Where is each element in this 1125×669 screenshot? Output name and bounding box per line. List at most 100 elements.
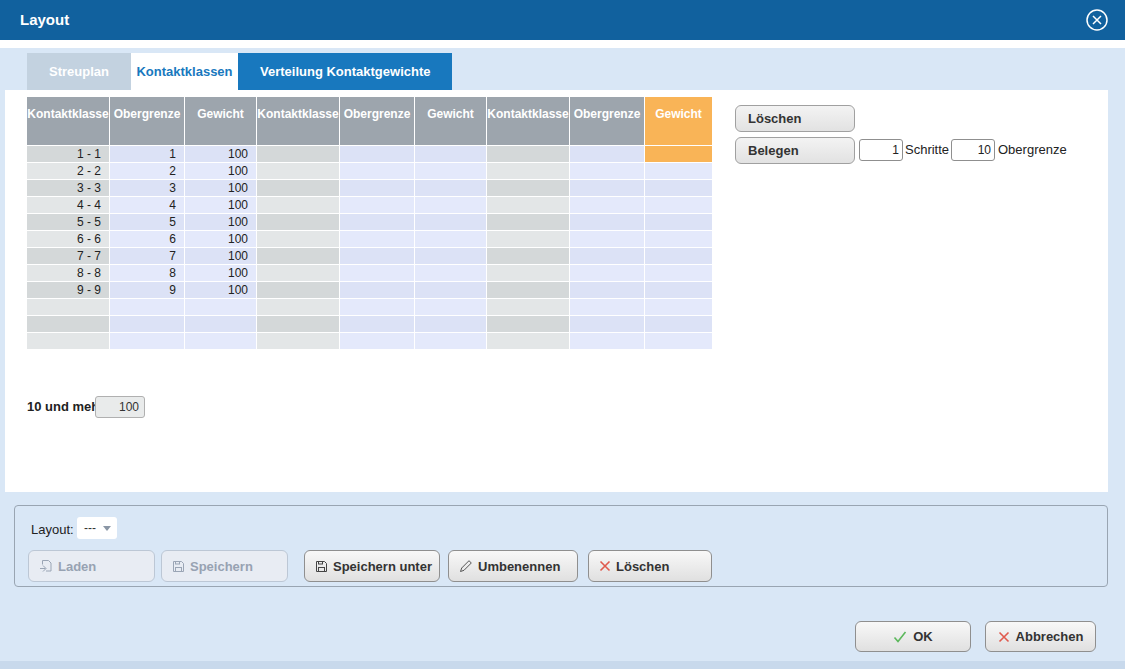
table-cell[interactable] [257,214,339,230]
table-cell[interactable]: 100 [185,214,256,230]
table-cell[interactable] [487,214,569,230]
table-cell[interactable] [185,316,256,332]
table-cell[interactable] [257,197,339,213]
table-cell[interactable] [257,248,339,264]
table-cell[interactable] [645,146,712,162]
speichern-unter-button[interactable]: Speichern unter [304,550,440,582]
table-cell[interactable] [415,265,486,281]
table-cell[interactable] [27,316,109,332]
table-header-cell[interactable]: Gewicht [415,97,486,145]
table-cell[interactable] [340,265,414,281]
table-cell[interactable]: 3 [110,180,184,196]
table-cell[interactable] [487,299,569,315]
table-cell[interactable] [487,180,569,196]
table-cell[interactable] [645,265,712,281]
table-cell[interactable] [645,163,712,179]
table-cell[interactable] [340,316,414,332]
table-cell[interactable]: 3 - 3 [27,180,109,196]
table-cell[interactable]: 100 [185,197,256,213]
table-cell[interactable] [487,146,569,162]
table-cell[interactable]: 4 [110,197,184,213]
table-cell[interactable] [185,333,256,349]
table-cell[interactable] [340,214,414,230]
table-cell[interactable] [185,299,256,315]
table-cell[interactable]: 100 [185,265,256,281]
table-cell[interactable] [110,316,184,332]
table-cell[interactable] [570,265,644,281]
table-cell[interactable] [415,316,486,332]
table-cell[interactable] [415,197,486,213]
table-cell[interactable] [340,248,414,264]
table-cell[interactable] [570,180,644,196]
table-cell[interactable] [257,146,339,162]
table-cell[interactable] [645,333,712,349]
table-cell[interactable] [340,282,414,298]
table-cell[interactable] [27,299,109,315]
table-cell[interactable] [415,282,486,298]
table-cell[interactable] [645,316,712,332]
table-cell[interactable] [257,282,339,298]
table-cell[interactable]: 100 [185,163,256,179]
table-cell[interactable]: 100 [185,180,256,196]
table-cell[interactable] [415,146,486,162]
table-cell[interactable] [487,316,569,332]
table-cell[interactable] [570,197,644,213]
table-header-cell[interactable]: Kontaktklasse [257,97,339,145]
table-cell[interactable] [570,146,644,162]
table-cell[interactable] [340,231,414,247]
table-cell[interactable] [415,248,486,264]
table-cell[interactable] [257,265,339,281]
table-cell[interactable] [415,214,486,230]
table-cell[interactable] [340,197,414,213]
table-cell[interactable] [645,299,712,315]
table-cell[interactable] [415,163,486,179]
table-cell[interactable]: 9 - 9 [27,282,109,298]
tab-streuplan[interactable]: Streuplan [27,53,131,90]
table-cell[interactable] [570,231,644,247]
dialog-titlebar[interactable]: Layout [0,0,1125,40]
umbenennen-button[interactable]: Umbenennen [448,550,578,582]
table-cell[interactable] [257,163,339,179]
loeschen-layout-button[interactable]: Löschen [588,550,712,582]
table-cell[interactable] [570,316,644,332]
table-cell[interactable]: 2 - 2 [27,163,109,179]
table-header-cell[interactable]: Obergrenze [110,97,184,145]
table-cell[interactable] [487,231,569,247]
table-cell[interactable]: 6 - 6 [27,231,109,247]
table-cell[interactable]: 100 [185,248,256,264]
tab-kontaktklassen[interactable]: Kontaktklassen [131,53,238,90]
table-cell[interactable] [415,333,486,349]
table-cell[interactable]: 1 - 1 [27,146,109,162]
table-cell[interactable] [645,214,712,230]
table-cell[interactable] [645,231,712,247]
table-cell[interactable] [110,299,184,315]
table-cell[interactable]: 8 - 8 [27,265,109,281]
loeschen-gewichte-button[interactable]: Löschen [735,105,855,132]
speichern-button[interactable]: Speichern [161,550,288,582]
abbrechen-button[interactable]: Abbrechen [985,621,1096,652]
table-header-cell[interactable]: Kontaktklasse [27,97,109,145]
table-cell[interactable] [570,248,644,264]
table-cell[interactable] [645,248,712,264]
table-cell[interactable] [570,282,644,298]
table-cell[interactable]: 6 [110,231,184,247]
table-cell[interactable]: 1 [110,146,184,162]
table-cell[interactable] [340,333,414,349]
table-header-cell[interactable]: Gewicht [645,97,712,145]
table-cell[interactable]: 5 [110,214,184,230]
table-cell[interactable]: 100 [185,231,256,247]
table-cell[interactable] [487,248,569,264]
table-cell[interactable]: 9 [110,282,184,298]
table-cell[interactable]: 2 [110,163,184,179]
table-cell[interactable] [570,299,644,315]
table-cell[interactable] [110,333,184,349]
table-cell[interactable] [645,180,712,196]
table-cell[interactable] [257,316,339,332]
table-cell[interactable] [645,282,712,298]
layout-select[interactable]: --- [77,517,117,539]
table-cell[interactable]: 100 [185,146,256,162]
table-cell[interactable] [415,231,486,247]
table-cell[interactable] [487,333,569,349]
table-cell[interactable] [570,163,644,179]
table-cell[interactable] [340,146,414,162]
